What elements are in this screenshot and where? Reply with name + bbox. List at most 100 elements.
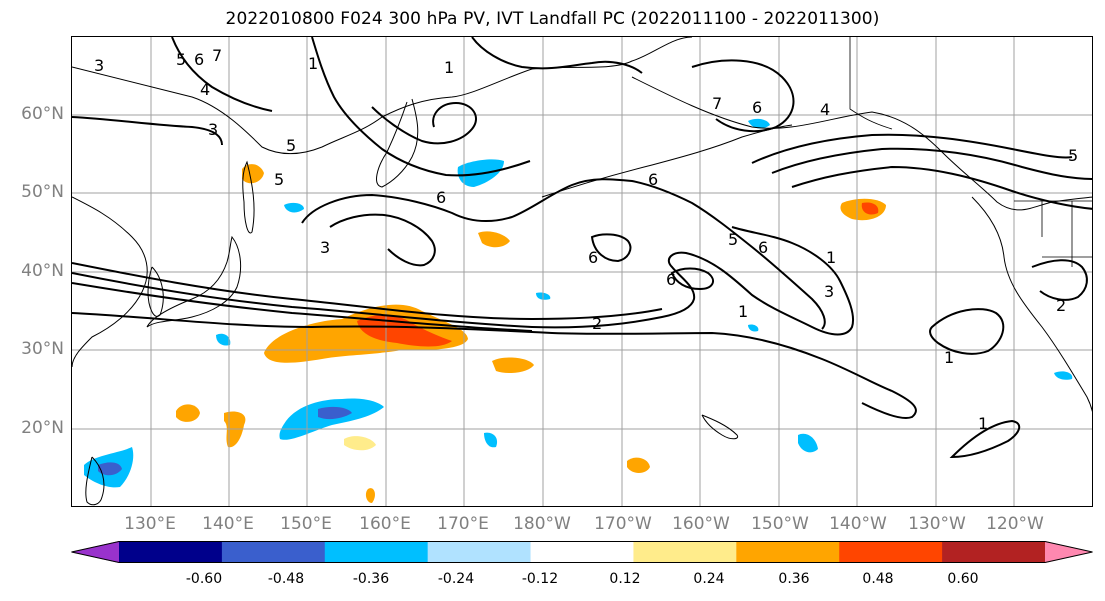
- map-svg: 3 5 6 7 1 4 3 5 5 6 6 3 6 6 5 6 1 3 1 2 …: [72, 37, 1092, 506]
- pv-contour-4-loop: [670, 267, 715, 291]
- pv-contour-2-east: [1031, 259, 1088, 301]
- anomaly-blob-small-1: [284, 202, 304, 213]
- contour-label: 6: [758, 238, 768, 257]
- contour-label: 1: [308, 54, 318, 73]
- anomaly-blob-hawaii-east: [798, 433, 818, 453]
- pv-contour-5-west: [171, 37, 273, 112]
- anomaly-blob-south-2: [365, 488, 375, 503]
- lon-label-170w: 170°W: [594, 514, 652, 534]
- lat-label-40n: 40°N: [21, 261, 64, 281]
- contour-label: 5: [176, 50, 186, 69]
- pv-contour-1-southeast: [929, 308, 1005, 355]
- lon-label-140w: 140°W: [829, 514, 887, 534]
- lon-label-150w: 150°W: [751, 514, 809, 534]
- pv-contour-2-outer: [72, 312, 917, 419]
- anomaly-blob-south-1: [344, 436, 376, 451]
- contour-label: 5: [1068, 146, 1078, 165]
- borders: [849, 37, 1092, 267]
- pv-contour-1-gulf: [691, 59, 795, 133]
- contour-label: 6: [588, 248, 598, 267]
- anomaly-blob-west-pacific-20n: [279, 398, 384, 440]
- coastline-alaska: [631, 76, 1092, 211]
- colorbar-label-060: 0.60: [947, 571, 979, 587]
- contour-label: 2: [592, 314, 602, 333]
- pv-contour-1-jet-outer: [72, 262, 663, 321]
- contour-label: 6: [436, 188, 446, 207]
- contour-label: 5: [728, 230, 738, 249]
- lon-label-170e: 170°E: [437, 514, 489, 534]
- border-alaska-canada: [849, 37, 893, 130]
- contour-label: 1: [444, 58, 454, 77]
- coastline-siberia: [72, 37, 693, 155]
- lat-label-30n: 30°N: [21, 339, 64, 359]
- contour-label: 6: [666, 270, 676, 289]
- contour-label: 5: [274, 170, 284, 189]
- lon-label-130w: 130°W: [908, 514, 966, 534]
- anomaly-blob-south-central: [627, 457, 650, 473]
- graticule: [72, 37, 1092, 506]
- contour-label: 3: [208, 120, 218, 139]
- pv-contour-5-bering: [311, 37, 531, 177]
- border-usa-states: [1041, 201, 1092, 267]
- contour-label: 6: [648, 170, 658, 189]
- contour-label: 6: [752, 98, 762, 117]
- contour-labels: 3 5 6 7 1 4 3 5 5 6 6 3 6 6 5 6 1 3 1 2 …: [94, 46, 1078, 433]
- colorbar-label-m036: -0.36: [352, 571, 390, 587]
- anomaly-blob-small-6: [748, 324, 759, 332]
- pv-contour-7-aleutian: [371, 101, 477, 145]
- lon-label-120w: 120°W: [986, 514, 1044, 534]
- coastline-hawaii: [701, 414, 739, 440]
- colorbar-segment: [119, 541, 223, 563]
- contour-label: 3: [320, 238, 330, 257]
- pv-contour-1-southeast-2: [949, 419, 1021, 459]
- lat-label-50n: 50°N: [21, 182, 64, 202]
- anomaly-blob-small-2: [484, 432, 498, 448]
- contour-label: 3: [824, 282, 834, 301]
- colorbar-outline: [71, 541, 1093, 563]
- colorbar-segment: [324, 541, 429, 563]
- contour-label: 1: [978, 414, 988, 433]
- colorbar-label-m060: -0.60: [185, 571, 223, 587]
- contour-label: 5: [286, 136, 296, 155]
- contour-label: 7: [212, 46, 222, 65]
- coastline-north-america-west: [971, 196, 1092, 412]
- pv-contour-3-west: [72, 116, 223, 146]
- contour-label: 6: [194, 50, 204, 69]
- colorbar-segment: [942, 541, 1046, 563]
- pv-contour-5-gulf: [751, 133, 1073, 164]
- coastline-china: [72, 196, 148, 368]
- lat-label-20n: 20°N: [21, 418, 64, 438]
- coastline-japan: [146, 235, 242, 328]
- anomaly-blob-west-20n: [176, 404, 200, 422]
- colorbar-segment: [221, 541, 326, 563]
- colorbar-label-m024: -0.24: [437, 571, 475, 587]
- lon-label-140e: 140°E: [202, 514, 254, 534]
- colorbar-label-048: 0.48: [862, 571, 894, 587]
- colorbar-segment: [839, 541, 943, 563]
- coastlines: [72, 37, 1092, 506]
- contour-label: 4: [200, 80, 210, 99]
- anomaly-core-west-pacific-20n: [318, 406, 352, 420]
- anomaly-core-central-pacific: [357, 314, 452, 347]
- anomaly-core-gulf-alaska: [861, 202, 879, 215]
- colorbar-segment: [736, 541, 840, 563]
- colorbar-label-m048: -0.48: [267, 571, 305, 587]
- colorbar: [71, 541, 1093, 563]
- anomaly-core-philippines: [98, 462, 122, 476]
- lon-label-150e: 150°E: [280, 514, 332, 534]
- colorbar-label-m012: -0.12: [521, 571, 559, 587]
- colorbar-label-036: 0.36: [778, 571, 810, 587]
- colorbar-svg: [71, 541, 1093, 563]
- colorbar-label-012: 0.12: [609, 571, 641, 587]
- coastline-sakhalin: [242, 160, 255, 234]
- anomaly-blob-small-3: [1054, 371, 1073, 380]
- colorbar-segment: [633, 541, 737, 563]
- pv-contour-1-north: [471, 37, 643, 74]
- contour-label: 4: [820, 100, 830, 119]
- pv-contour-6-inner: [329, 213, 436, 267]
- pv-contours: [72, 37, 1092, 459]
- contour-label: 1: [738, 302, 748, 321]
- pv-contour-3-gulf: [791, 165, 1092, 210]
- contour-label: 3: [94, 56, 104, 75]
- chart-title: 2022010800 F024 300 hPa PV, IVT Landfall…: [225, 9, 880, 29]
